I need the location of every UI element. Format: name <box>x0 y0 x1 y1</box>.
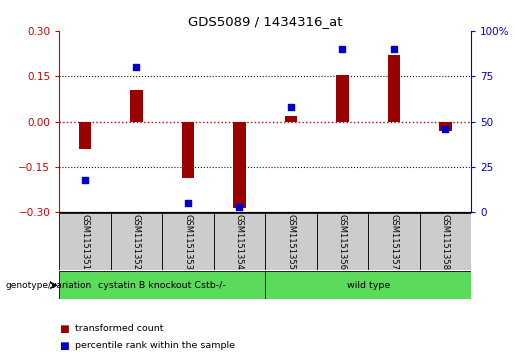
Bar <box>233 122 246 208</box>
Bar <box>439 122 452 131</box>
Text: GSM1151357: GSM1151357 <box>389 214 399 270</box>
Point <box>184 200 192 206</box>
Bar <box>111 213 162 270</box>
Bar <box>162 213 214 270</box>
Point <box>338 46 347 52</box>
Text: GSM1151352: GSM1151352 <box>132 214 141 270</box>
Point <box>287 104 295 110</box>
Bar <box>181 122 194 178</box>
Text: transformed count: transformed count <box>75 324 163 333</box>
Bar <box>368 213 420 270</box>
Bar <box>78 122 92 149</box>
Bar <box>420 213 471 270</box>
Text: GSM1151353: GSM1151353 <box>183 214 193 270</box>
Point <box>235 204 244 210</box>
Bar <box>214 213 265 270</box>
Title: GDS5089 / 1434316_at: GDS5089 / 1434316_at <box>188 15 342 28</box>
Text: GSM1151354: GSM1151354 <box>235 214 244 270</box>
Text: genotype/variation: genotype/variation <box>5 281 91 290</box>
Text: GSM1151358: GSM1151358 <box>441 214 450 270</box>
Text: GSM1151356: GSM1151356 <box>338 214 347 270</box>
Bar <box>265 213 317 270</box>
Text: wild type: wild type <box>347 281 390 290</box>
Bar <box>59 271 265 299</box>
Bar <box>265 271 471 299</box>
Bar <box>59 213 111 270</box>
Text: cystatin B knockout Cstb-/-: cystatin B knockout Cstb-/- <box>98 281 226 290</box>
Text: GSM1151355: GSM1151355 <box>286 214 296 270</box>
Point <box>441 126 450 132</box>
Point <box>81 177 89 183</box>
Bar <box>130 90 143 122</box>
Text: percentile rank within the sample: percentile rank within the sample <box>75 341 235 350</box>
Text: GSM1151351: GSM1151351 <box>80 214 90 270</box>
Bar <box>317 213 368 270</box>
Text: ■: ■ <box>59 340 69 351</box>
Point <box>132 64 141 70</box>
Point <box>390 46 398 52</box>
Bar <box>336 75 349 122</box>
Bar <box>284 115 298 122</box>
Bar <box>388 55 401 122</box>
Text: ■: ■ <box>59 323 69 334</box>
